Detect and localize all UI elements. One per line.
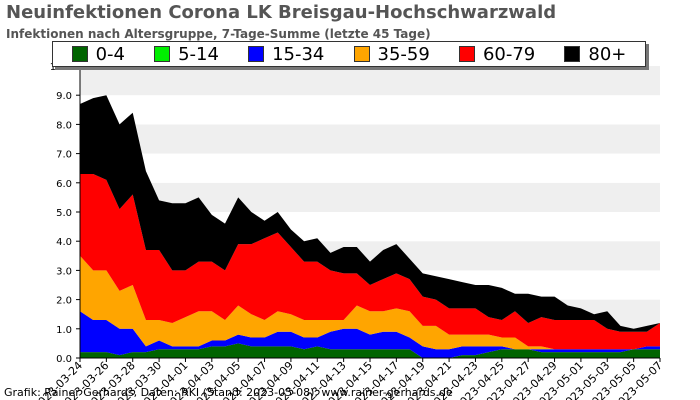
series-areas	[80, 95, 660, 358]
chart-subtitle: Infektionen nach Altersgruppe, 7-Tage-Su…	[6, 27, 431, 41]
y-tick-label: 8.0	[56, 120, 72, 131]
y-tick-label: 4.0	[56, 237, 72, 248]
grid-band	[80, 124, 660, 154]
y-tick-label: 7.0	[56, 150, 72, 161]
credits-text: Grafik: Rainer Gerhards, Daten: RKI (Sta…	[4, 386, 453, 399]
legend-swatch	[248, 46, 265, 62]
legend-label: 80+	[588, 43, 627, 65]
legend-label: 35-59	[377, 43, 430, 65]
series-area-60-79	[80, 174, 660, 350]
legend-label: 60-79	[482, 43, 536, 65]
series-area-80+	[80, 95, 660, 332]
legend-item-60-79: 60-79	[458, 43, 536, 65]
y-tick-label: 10.0	[50, 62, 72, 73]
legend-label: 5-14	[178, 43, 219, 65]
series-area-0-4	[80, 343, 660, 358]
legend-swatch	[353, 46, 370, 62]
grid-band	[80, 95, 660, 125]
legend-swatch	[154, 46, 171, 62]
legend-item-0-4: 0-4	[71, 43, 125, 65]
legend-item-15-34: 15-34	[248, 44, 324, 65]
y-tick-label: 3.0	[56, 266, 72, 277]
legend-label: 15-34	[272, 43, 325, 65]
y-tick-label: 2.0	[56, 296, 72, 307]
chart-title: Neuinfektionen Corona LK Breisgau-Hochsc…	[6, 2, 557, 23]
y-tick-label: 6.0	[56, 179, 72, 190]
grid-band	[80, 153, 660, 183]
y-tick-labels: 0.0 1.0 2.0 3.0 4.0 5.0 6.0 7.0 8.0 9.0 10.0	[50, 62, 80, 365]
legend-swatch	[564, 46, 581, 62]
grid-band	[80, 66, 660, 96]
series-area-35-59	[80, 255, 660, 350]
y-tick-label: 5.0	[56, 208, 72, 219]
legend-swatch	[458, 46, 475, 62]
legend-item-35-59: 35-59	[353, 43, 430, 65]
y-tick-label: 9.0	[56, 91, 72, 102]
legend-label: 0-4	[95, 43, 125, 65]
legend-swatch	[71, 46, 88, 62]
y-tick-label: 0.0	[56, 354, 72, 365]
y-tick-label: 1.0	[56, 325, 72, 336]
legend: 0-4 5-14 15-34 35-59 60-79 80+	[52, 41, 646, 67]
legend-item-80+: 80+	[564, 44, 626, 65]
legend-item-5-14: 5-14	[154, 44, 219, 65]
